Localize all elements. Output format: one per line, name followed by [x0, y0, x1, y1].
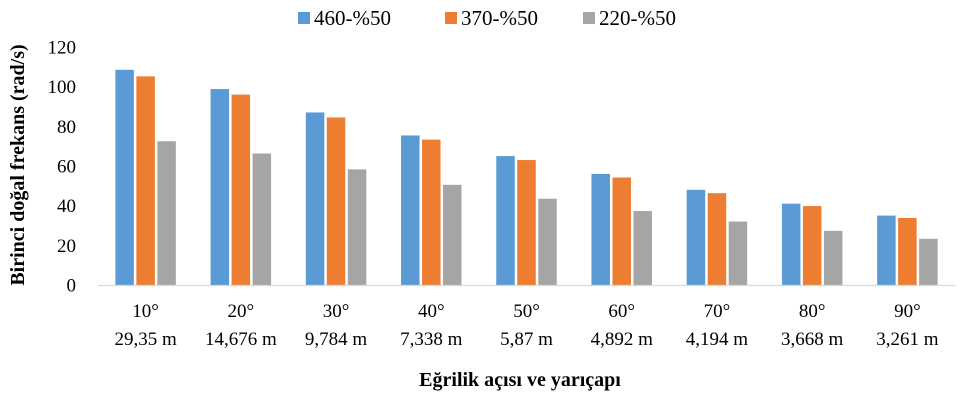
x-axis: 10° 29,35 m 20° 14,676 m 30° 9,784 m 40° 7,338 … — [98, 284, 955, 350]
x-tick-label-angle: 50° — [513, 301, 540, 322]
y-tick-label: 80 — [57, 117, 76, 138]
bar-220-%50 — [443, 184, 462, 285]
bar-220-%50 — [823, 230, 843, 285]
x-tick-label-radius: 5,87 m — [500, 329, 553, 350]
x-tick-label-angle: 20° — [228, 301, 255, 322]
y-axis-title: Birinci doğal frekans (rad/s) — [7, 44, 29, 285]
bar-460-%50 — [591, 173, 610, 285]
bar-460-%50 — [781, 203, 801, 285]
x-tick-label-radius: 14,676 m — [205, 329, 277, 350]
y-tick-label: 20 — [57, 236, 76, 257]
bar-370-%50 — [517, 160, 536, 285]
bar-220-%50 — [919, 238, 938, 285]
bar-220-%50 — [728, 221, 748, 285]
bar-370-%50 — [612, 177, 631, 285]
x-tick-label-angle: 60° — [608, 301, 635, 322]
bar-460-%50 — [305, 112, 325, 285]
y-axis: 0 20 40 60 80 100 120 — [48, 38, 77, 297]
x-tick-label-angle: 10° — [132, 301, 159, 322]
bar-220-%50 — [157, 141, 176, 285]
y-tick-label: 120 — [48, 38, 77, 59]
bar-370-%50 — [136, 76, 155, 285]
y-tick-label: 100 — [48, 77, 77, 98]
bar-220-%50 — [633, 211, 652, 285]
bar-460-%50 — [877, 215, 896, 285]
y-tick-label: 40 — [57, 196, 76, 217]
bars — [115, 69, 938, 286]
legend-swatch — [445, 12, 457, 24]
y-tick-label: 60 — [57, 157, 76, 178]
x-tick-label-angle: 40° — [418, 301, 445, 322]
bar-220-%50 — [347, 169, 367, 285]
bar-370-%50 — [231, 94, 251, 285]
x-axis-title: Eğrilik açısı ve yarıçapı — [419, 369, 621, 391]
bar-460-%50 — [496, 156, 515, 285]
x-tick-label-radius: 3,668 m — [781, 329, 844, 350]
legend: 460-%50 370-%50 220-%50 — [298, 6, 676, 30]
bar-220-%50 — [538, 198, 557, 285]
bar-370-%50 — [422, 139, 441, 285]
x-tick-label-radius: 3,261 m — [876, 329, 939, 350]
legend-swatch — [583, 12, 595, 24]
bar-460-%50 — [686, 189, 706, 285]
x-tick-label-radius: 29,35 m — [114, 329, 177, 350]
x-tick-label-angle: 70° — [704, 301, 731, 322]
legend-swatch — [298, 12, 310, 24]
x-tick-label-radius: 9,784 m — [305, 329, 368, 350]
x-tick-label-angle: 90° — [894, 301, 921, 322]
bar-460-%50 — [115, 69, 134, 285]
legend-label: 460-%50 — [314, 6, 391, 30]
bar-370-%50 — [898, 217, 917, 285]
legend-label: 220-%50 — [599, 6, 676, 30]
legend-label: 370-%50 — [461, 6, 538, 30]
x-tick-label-radius: 4,194 m — [686, 329, 749, 350]
x-tick-label-angle: 30° — [323, 301, 350, 322]
bar-460-%50 — [210, 89, 230, 286]
x-tick-label-radius: 4,892 m — [591, 329, 654, 350]
y-tick-label: 0 — [67, 276, 77, 297]
bar-220-%50 — [252, 153, 272, 285]
x-tick-label-angle: 80° — [799, 301, 826, 322]
bar-370-%50 — [707, 193, 727, 285]
bar-460-%50 — [401, 135, 420, 285]
bar-370-%50 — [802, 206, 822, 285]
bar-370-%50 — [326, 117, 346, 286]
x-tick-label-radius: 7,338 m — [400, 329, 463, 350]
